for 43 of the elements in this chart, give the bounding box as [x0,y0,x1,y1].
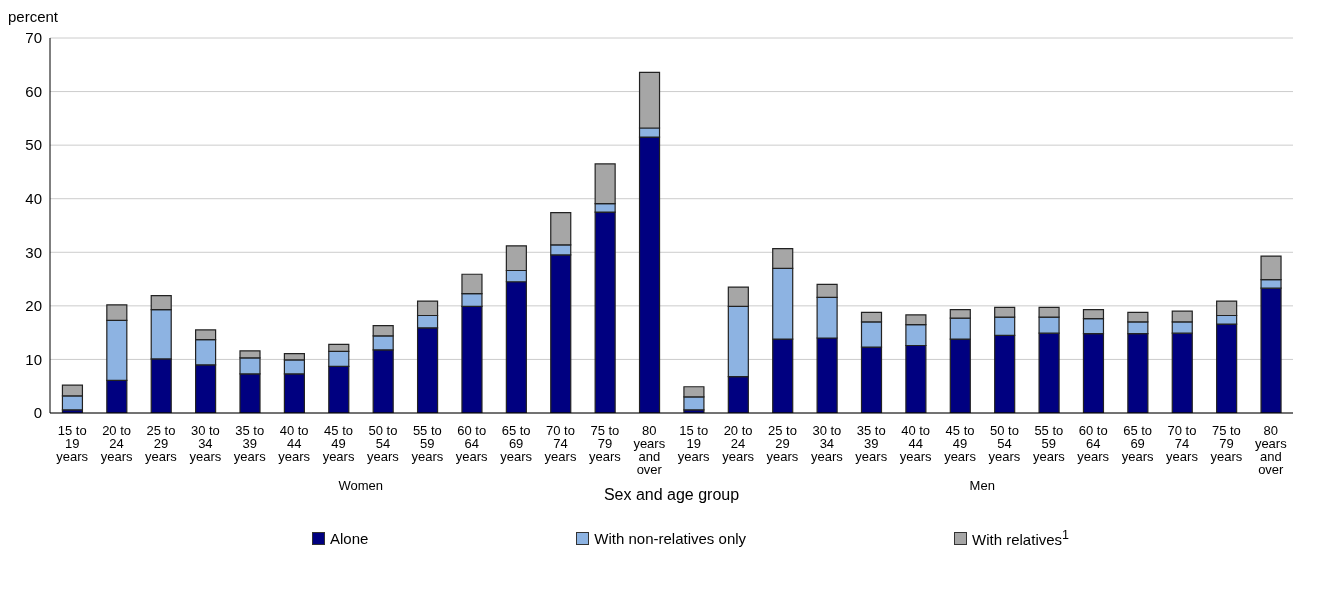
x-tick-label: 25 to 29 years [145,423,178,464]
x-tick-label: 65 to 69 years [500,423,533,464]
x-tick-label: 75 to 79 years [589,423,622,464]
y-tick-label: 50 [25,136,42,154]
legend-label: With non-relatives only [594,529,747,547]
y-tick-label: 40 [25,190,42,208]
x-tick-label: 25 to 29 years [766,423,799,464]
x-tick-label: 65 to 69 years [1121,423,1155,464]
x-tick-label: 20 to 24 years [100,423,133,464]
x-tick-label: 60 to 64 years [455,423,489,464]
x-tick-label: 55 to 59 years [1032,423,1066,464]
y-tick-label: 30 [25,243,42,261]
y-tick-label: 0 [33,404,42,422]
text: Men [968,478,996,493]
legend-label: Alone [329,529,369,547]
x-tick-label: 20 to 24 years [722,423,755,464]
x-axis-title: Sex and age group [603,486,740,503]
x-tick-label: 60 to 64 years [1077,423,1110,464]
x-tick-label: 30 to 34 years [189,423,222,464]
y-tick-label: 60 [25,82,42,100]
x-tick-label: 80 years and over [633,423,666,477]
x-tick-label: 80 years and over [1254,423,1288,477]
x-tick-label: 45 to 49 years [944,423,977,464]
x-tick-label: 35 to 39 years [855,423,888,464]
x-tick-label: 75 to 79 years [1210,423,1243,464]
y-tick-label: 10 [25,350,42,368]
y-tick-label: 20 [25,297,42,315]
x-tick-label: 70 to 74 years [1166,423,1199,464]
x-tick-label: 15 to 19 years [677,423,711,464]
x-tick-label: 70 to 74 years [544,423,577,464]
x-tick-label: 40 to 44 years [278,423,311,464]
x-tick-label: 55 to 59 years [411,423,444,464]
y-tick-label: 70 [25,29,42,47]
x-tick-label: 35 to 39 years [233,423,267,464]
x-tick-label: 30 to 34 years [810,423,844,464]
y-axis-title: percent [8,8,60,27]
x-tick-label: 50 to 54 years [988,423,1021,464]
x-tick-label: 50 to 54 years [367,423,400,464]
text: Women [337,478,385,493]
x-tick-label: 40 to 44 years [899,423,933,464]
x-tick-label: 15 to 19 years [56,423,89,464]
x-tick-label: 45 to 49 years [322,423,355,464]
legend-label: With relatives$^{1}$ [972,528,1070,548]
